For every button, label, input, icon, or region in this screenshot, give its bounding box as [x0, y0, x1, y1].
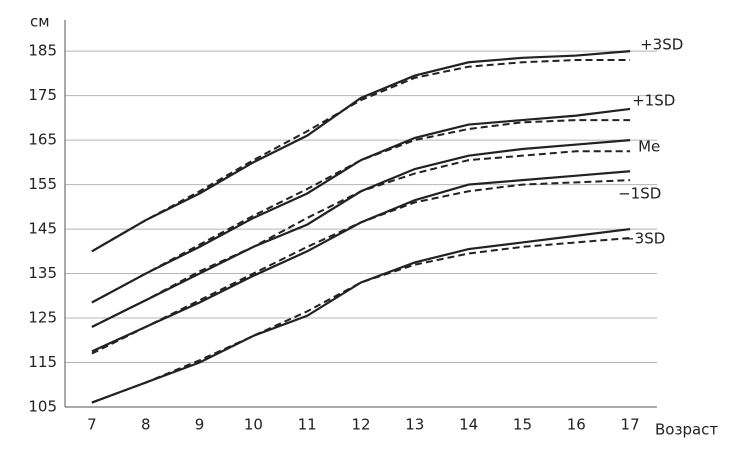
y-tick-label: 125 [28, 309, 57, 327]
dashed-line [91, 59, 631, 253]
y-tick-label: 165 [28, 131, 57, 149]
series-label: −3SD [622, 230, 665, 248]
solid-line [91, 50, 631, 253]
x-tick-label: 13 [405, 416, 424, 434]
dashed-line [91, 119, 631, 304]
solid-line [91, 107, 631, 304]
series-label: −1SD [618, 185, 661, 203]
x-tick-label: 11 [298, 416, 317, 434]
y-tick-label: 185 [28, 42, 57, 60]
y-tick-label: 115 [28, 353, 57, 371]
x-axis-label: Возраст [655, 421, 718, 439]
x-tick-label: 17 [621, 416, 640, 434]
x-tick-label: 16 [567, 416, 586, 434]
solid-line [91, 139, 631, 328]
series-label: +3SD [640, 36, 683, 54]
y-tick-label: 145 [28, 220, 57, 238]
dashed-line [91, 150, 631, 328]
x-tick-label: 8 [141, 416, 151, 434]
dashed-line [91, 236, 631, 404]
solid-line [91, 227, 631, 404]
y-tick-label: 105 [28, 398, 57, 416]
x-tick-label: 10 [244, 416, 263, 434]
x-tick-label: 14 [459, 416, 478, 434]
x-tick-label: 7 [87, 416, 97, 434]
x-tick-label: 9 [195, 416, 205, 434]
y-tick-label: 175 [28, 86, 57, 104]
y-tick-label: 135 [28, 264, 57, 282]
series-label: +1SD [632, 91, 675, 109]
series-label: Me [638, 138, 660, 156]
dashed-line [91, 179, 631, 355]
x-tick-label: 12 [351, 416, 370, 434]
y-tick-label: 155 [28, 175, 57, 193]
x-tick-label: 15 [513, 416, 532, 434]
y-axis-label: см [30, 13, 50, 31]
